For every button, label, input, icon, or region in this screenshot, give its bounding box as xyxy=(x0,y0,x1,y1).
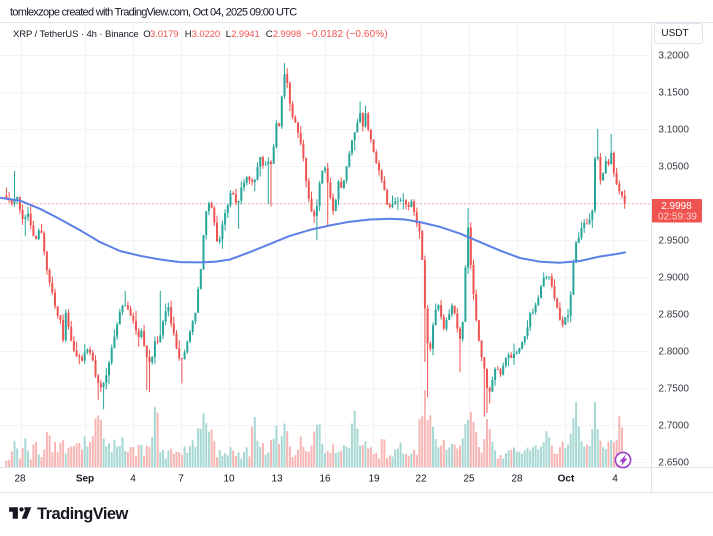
svg-text:2.9500: 2.9500 xyxy=(658,235,689,246)
svg-text:13: 13 xyxy=(271,474,283,485)
svg-text:28: 28 xyxy=(511,474,523,485)
svg-text:28: 28 xyxy=(14,474,26,485)
svg-text:TradingView: TradingView xyxy=(37,505,129,523)
svg-text:22: 22 xyxy=(415,474,427,485)
svg-text:19: 19 xyxy=(368,474,380,485)
svg-text:4: 4 xyxy=(130,474,136,485)
svg-text:Oct: Oct xyxy=(558,474,575,485)
svg-text:4: 4 xyxy=(612,474,618,485)
svg-text:10: 10 xyxy=(223,474,235,485)
svg-text:Sep: Sep xyxy=(76,474,94,485)
svg-text:2.9000: 2.9000 xyxy=(658,272,689,283)
svg-text:2.8500: 2.8500 xyxy=(658,309,689,320)
svg-text:16: 16 xyxy=(319,474,331,485)
svg-text:2.7000: 2.7000 xyxy=(658,420,689,431)
svg-text:7: 7 xyxy=(178,474,184,485)
svg-text:3.1000: 3.1000 xyxy=(658,124,689,135)
svg-text:USDT: USDT xyxy=(661,28,688,39)
svg-text:2.8000: 2.8000 xyxy=(658,346,689,357)
svg-text:25: 25 xyxy=(463,474,475,485)
svg-text:2.7500: 2.7500 xyxy=(658,383,689,394)
svg-text:02:59:39: 02:59:39 xyxy=(658,212,697,223)
svg-text:3.2000: 3.2000 xyxy=(658,50,689,61)
svg-text:3.0500: 3.0500 xyxy=(658,161,689,172)
svg-text:tomlexzope created with Tradin: tomlexzope created with TradingView.com,… xyxy=(10,7,297,19)
svg-text:3.1500: 3.1500 xyxy=(658,87,689,98)
svg-text:2.6500: 2.6500 xyxy=(658,457,689,468)
svg-text:2.9998: 2.9998 xyxy=(661,201,692,212)
